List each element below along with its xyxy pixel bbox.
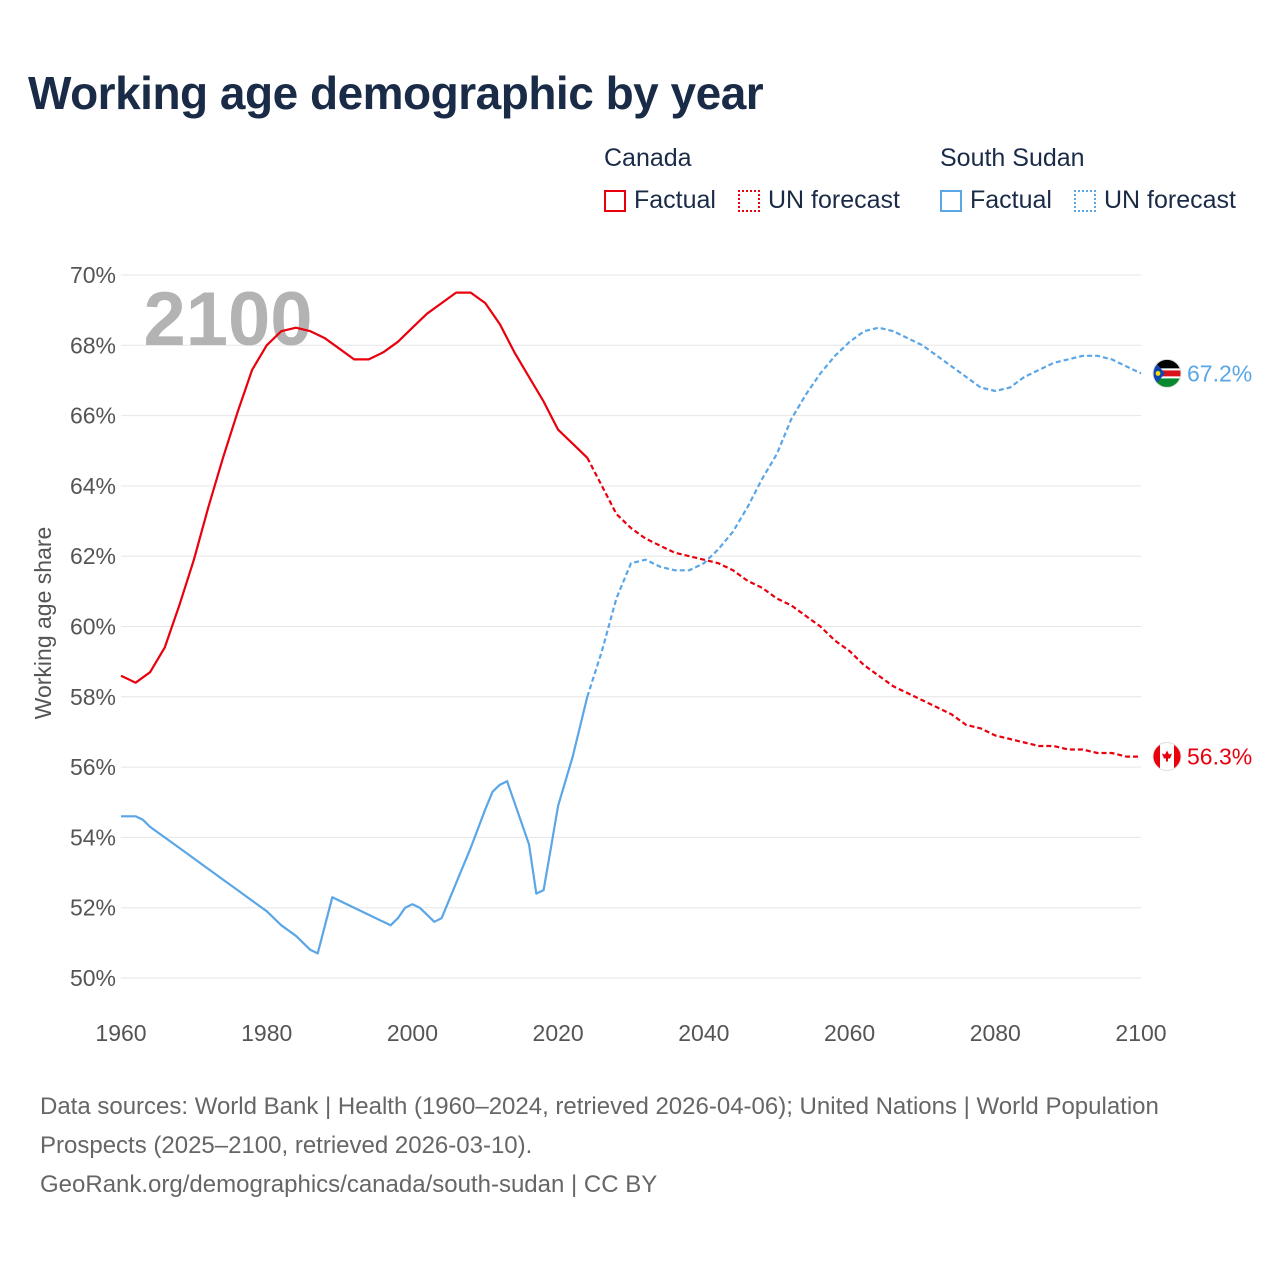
x-tick-label: 2040: [678, 1020, 729, 1046]
legend-item-south-sudan-factual[interactable]: Factual: [940, 186, 1052, 215]
y-axis-title: Working age share: [30, 527, 56, 720]
series-line-canada-factual: [120, 291, 589, 684]
x-tick-label: 1980: [241, 1020, 292, 1046]
y-tick-label: 62%: [70, 543, 116, 569]
legend-group-canada: Canada: [604, 144, 692, 172]
canada-flag-icon: [1153, 742, 1181, 771]
legend-swatch-canada-factual: [604, 189, 626, 212]
flag-marker-canada: [1152, 742, 1182, 772]
series-line-south-sudan-forecast: [586, 326, 1142, 698]
legend-label-canada-forecast: UN forecast: [768, 186, 900, 214]
y-axis-ticks: 50% 52% 54% 56% 58% 60% 62% 64% 66% 68% 70%: [70, 262, 116, 991]
footer-data-sources: Data sources: World Bank | Health (1960–…: [40, 1093, 1159, 1159]
y-tick-label: 52%: [70, 895, 116, 921]
y-tick-label: 70%: [70, 262, 116, 288]
line-chart: 50%52%54%56%58%60%62%64%66%68%70% 1960 19…: [30, 262, 1252, 1046]
legend-swatch-south-sudan-forecast: [1074, 189, 1096, 212]
y-tick-label: 60%: [70, 614, 116, 640]
grid-lines: [121, 274, 1141, 979]
series-line-south-sudan-factual: [121, 696, 589, 955]
legend-swatch-south-sudan-factual: [940, 189, 962, 212]
end-markers: 56.3% 67.2%: [1152, 358, 1252, 772]
x-tick-label: 2020: [533, 1020, 584, 1046]
x-tick-label: 2080: [970, 1020, 1021, 1046]
legend-label-south-sudan-forecast: UN forecast: [1104, 186, 1236, 214]
series-lines: [120, 291, 1142, 955]
x-tick-label: 2000: [387, 1020, 438, 1046]
x-tick-label: 2060: [824, 1020, 875, 1046]
end-label-south-sudan: 67.2%: [1187, 360, 1252, 386]
y-tick-label: 64%: [70, 473, 116, 499]
x-tick-label: 1960: [95, 1020, 146, 1046]
legend-item-canada-factual[interactable]: Factual: [604, 186, 716, 215]
legend-label-canada-factual: Factual: [634, 186, 716, 214]
legend-swatch-canada-forecast: [738, 189, 760, 212]
y-tick-label: 56%: [70, 754, 116, 780]
y-tick-label: 54%: [70, 824, 116, 850]
y-tick-label: 50%: [70, 965, 116, 991]
x-axis-ticks: 1960 1980 2000 2020 2040 2060 2080 2100: [95, 1020, 1166, 1046]
x-tick-label: 2100: [1115, 1020, 1166, 1046]
legend-item-south-sudan-forecast[interactable]: UN forecast: [1074, 186, 1236, 215]
series-line-canada-forecast: [586, 457, 1141, 758]
year-watermark: 2100: [143, 277, 312, 362]
flag-marker-south-sudan: [1152, 358, 1182, 388]
south-sudan-flag-icon: [1153, 359, 1181, 388]
footer-attribution[interactable]: GeoRank.org/demographics/canada/south-su…: [40, 1171, 658, 1198]
y-tick-label: 68%: [70, 332, 116, 358]
legend-item-canada-forecast[interactable]: UN forecast: [738, 186, 900, 215]
y-tick-label: 58%: [70, 684, 116, 710]
end-label-canada: 56.3%: [1187, 744, 1252, 770]
footer-sources: Data sources: World Bank | Health (1960–…: [40, 1087, 1220, 1204]
y-tick-label: 66%: [70, 403, 116, 429]
legend-group-south-sudan: South Sudan: [940, 144, 1085, 172]
chart-title: Working age demographic by year: [28, 67, 764, 119]
legend-label-south-sudan-factual: Factual: [970, 186, 1052, 214]
